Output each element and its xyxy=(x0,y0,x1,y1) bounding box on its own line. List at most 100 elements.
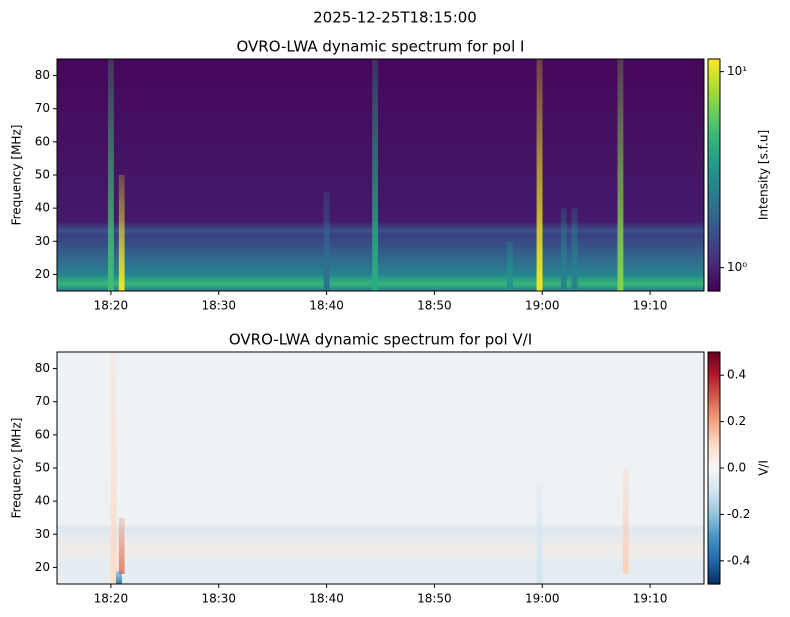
colorbar-cell xyxy=(708,523,720,527)
burst xyxy=(323,191,330,291)
x-tick-label: 18:50 xyxy=(417,299,452,313)
x-tick-label: 18:50 xyxy=(417,592,452,606)
colorbar-cell xyxy=(708,511,720,515)
burst xyxy=(622,468,629,575)
colorbar-cell xyxy=(708,531,720,536)
colorbar-cell xyxy=(708,415,720,420)
colorbar-cell xyxy=(708,476,720,481)
colorbar-cell xyxy=(708,468,720,472)
colorbar-cell xyxy=(708,555,720,559)
colorbar-cell xyxy=(708,70,720,75)
colorbar-cell xyxy=(708,215,720,220)
colorbar-cell xyxy=(708,575,720,579)
colorbar-cell xyxy=(708,395,720,399)
chart-title: OVRO-LWA dynamic spectrum for pol I xyxy=(237,38,525,56)
colorbar-cell xyxy=(708,392,720,397)
colorbar-cell xyxy=(708,125,720,130)
colorbar-label: V/I xyxy=(757,460,771,476)
burst xyxy=(617,59,624,291)
colorbar-cell xyxy=(708,557,720,562)
colorbar-cell xyxy=(708,102,720,106)
colorbar-cell xyxy=(708,259,720,263)
colorbar-cell xyxy=(708,154,720,159)
colorbar-cell xyxy=(708,180,720,185)
colorbar-cell xyxy=(708,93,720,98)
y-tick-label: 40 xyxy=(35,201,50,215)
colorbar-cell xyxy=(708,206,720,211)
colorbar-cell xyxy=(708,76,720,80)
colorbar-label: Intensity [s.f.u] xyxy=(757,130,771,220)
colorbar-cell xyxy=(708,360,720,365)
colorbar-frame xyxy=(707,58,721,292)
burst xyxy=(107,59,114,291)
colorbar-cell xyxy=(708,566,720,571)
colorbar-cell xyxy=(708,186,720,191)
colorbar-cell xyxy=(708,366,720,370)
colorbar-cell xyxy=(708,198,720,202)
colorbar-cell xyxy=(708,389,720,394)
colorbar-cell xyxy=(708,462,720,466)
colorbar-cell xyxy=(708,410,720,414)
colorbar-cell xyxy=(708,430,720,434)
colorbar-cell xyxy=(708,485,720,489)
colorbar-cell xyxy=(708,270,720,275)
colorbar-cell xyxy=(708,262,720,266)
colorbar-cell xyxy=(708,90,720,95)
colorbar-cell xyxy=(708,427,720,431)
colorbar-cell xyxy=(708,131,720,135)
colorbar-cell xyxy=(708,552,720,556)
colorbar-cell xyxy=(708,169,720,173)
colorbar-cell xyxy=(708,85,720,89)
colorbar-cell xyxy=(708,357,720,362)
colorbar-cell xyxy=(708,209,720,214)
colorbar-cell xyxy=(708,177,720,182)
x-tick-label: 18:30 xyxy=(201,299,236,313)
colorbar-cell xyxy=(708,497,720,501)
colorbar-cell xyxy=(708,163,720,167)
colorbar-cell xyxy=(708,528,720,533)
colorbar-cell xyxy=(708,79,720,83)
y-tick-label: 60 xyxy=(35,134,50,148)
y-tick-label: 50 xyxy=(35,168,50,182)
colorbar-cell xyxy=(708,569,720,573)
colorbar-cell xyxy=(708,418,720,423)
colorbar-cell xyxy=(708,433,720,437)
colorbar-cell xyxy=(708,273,720,278)
colorbar-cell xyxy=(708,241,720,246)
colorbar-cell xyxy=(708,224,720,228)
colorbar-cell xyxy=(708,502,720,507)
colorbar-cell xyxy=(708,288,720,292)
burst xyxy=(536,59,543,291)
colorbar-cell xyxy=(708,128,720,133)
colorbar-cell xyxy=(708,250,720,254)
colorbar-cell xyxy=(708,166,720,170)
colorbar-cell xyxy=(708,546,720,550)
colorbar-cell xyxy=(708,450,720,455)
colorbar-cell xyxy=(708,453,720,457)
chart-title: OVRO-LWA dynamic spectrum for pol V/I xyxy=(229,331,532,349)
colorbar-cell xyxy=(708,119,720,124)
colorbar-tick-label: 0.4 xyxy=(727,368,746,382)
colorbar-cell xyxy=(708,436,720,440)
x-tick-label: 19:10 xyxy=(633,299,668,313)
colorbar-cell xyxy=(708,517,720,521)
x-tick-label: 19:00 xyxy=(525,299,560,313)
y-tick-label: 70 xyxy=(35,101,50,115)
colorbar-cell xyxy=(708,549,720,553)
colorbar-cell xyxy=(708,67,720,72)
colorbar-cell xyxy=(708,363,720,368)
colorbar-cell xyxy=(708,73,720,77)
colorbar-cell xyxy=(708,543,720,547)
colorbar-cell xyxy=(708,212,720,217)
colorbar-cell xyxy=(708,508,720,513)
x-tick-label: 18:20 xyxy=(94,299,129,313)
colorbar-cell xyxy=(708,160,720,164)
burst xyxy=(536,484,543,584)
colorbar-cell xyxy=(708,520,720,524)
x-tick-label: 18:40 xyxy=(309,299,344,313)
colorbar-cell xyxy=(708,140,720,144)
colorbar-cell xyxy=(708,111,720,115)
colorbar-cell xyxy=(708,137,720,141)
colorbar-cell xyxy=(708,491,720,495)
